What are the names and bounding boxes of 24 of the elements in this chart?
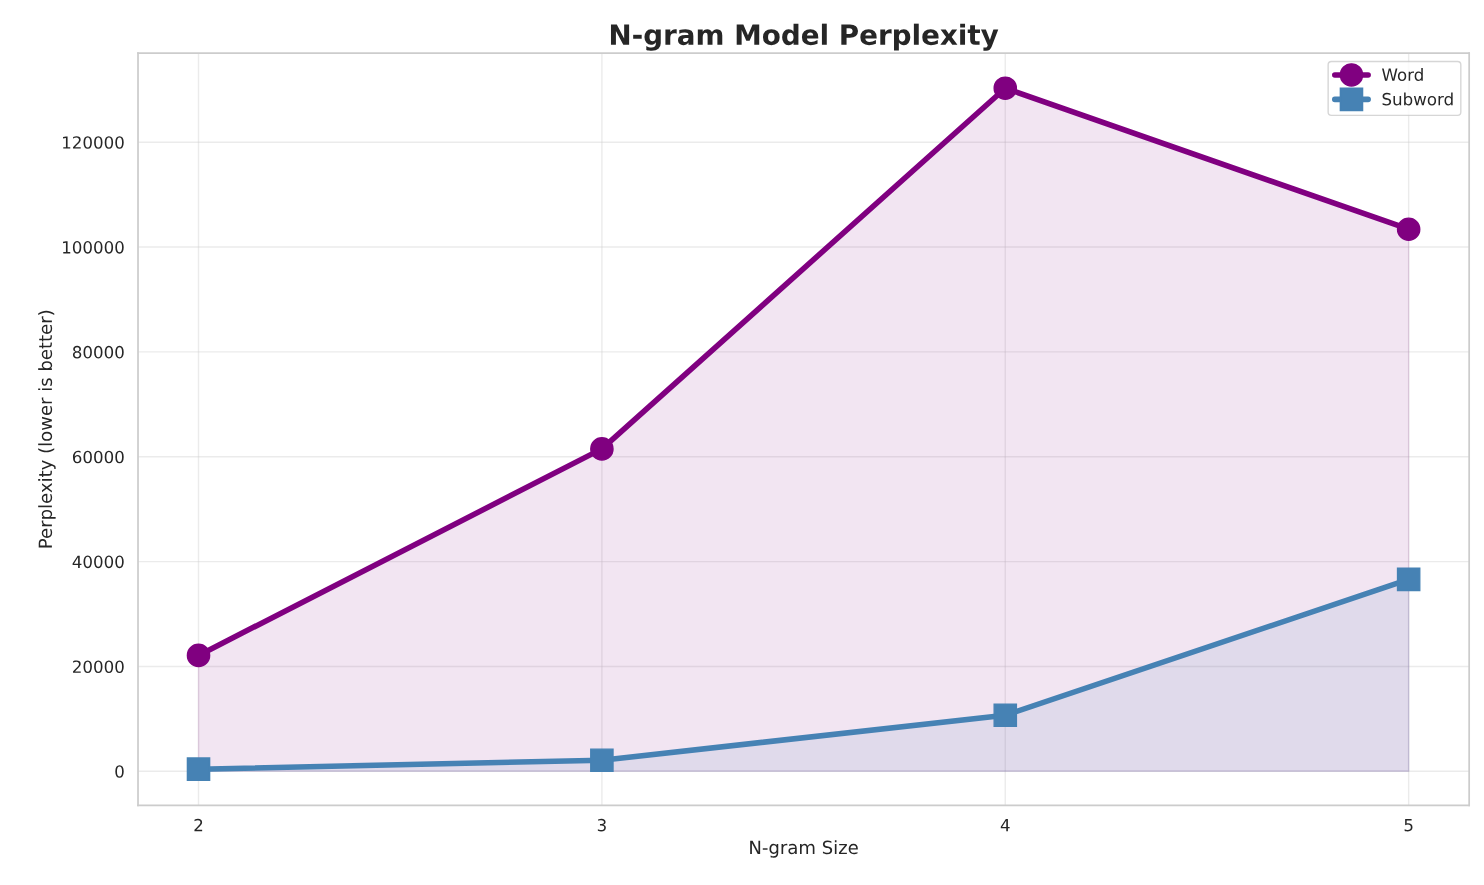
y-tick-label: 120000 bbox=[63, 136, 124, 149]
point bbox=[993, 703, 1018, 727]
y-tick-label: 20000 bbox=[73, 660, 124, 673]
y-tick-label: 60000 bbox=[72, 450, 124, 464]
point bbox=[186, 643, 211, 668]
point bbox=[1396, 217, 1421, 242]
x-tick-label: 5 bbox=[1404, 819, 1413, 832]
x-tick-label: 2 bbox=[194, 818, 203, 832]
y-tick-label: 80000 bbox=[72, 345, 124, 359]
legend-label: Word bbox=[1382, 68, 1423, 81]
x-tick-label: 3 bbox=[597, 818, 606, 832]
y-tick-label: 40000 bbox=[72, 555, 124, 569]
y-axis-title: Perplexity (lower is better) bbox=[38, 310, 56, 548]
y-tick-label: 100000 bbox=[63, 241, 124, 254]
x-axis-title: N-gram Size bbox=[750, 840, 858, 858]
x-tick-label: 4 bbox=[1000, 819, 1010, 832]
y-tick-label: 0 bbox=[115, 765, 124, 778]
point bbox=[1396, 567, 1421, 592]
point bbox=[186, 757, 211, 781]
legend-label: Subword bbox=[1382, 92, 1453, 106]
chart-title: N-gram Model Perplexity bbox=[610, 23, 999, 51]
point bbox=[590, 437, 614, 461]
point bbox=[993, 76, 1018, 101]
point bbox=[590, 748, 614, 773]
